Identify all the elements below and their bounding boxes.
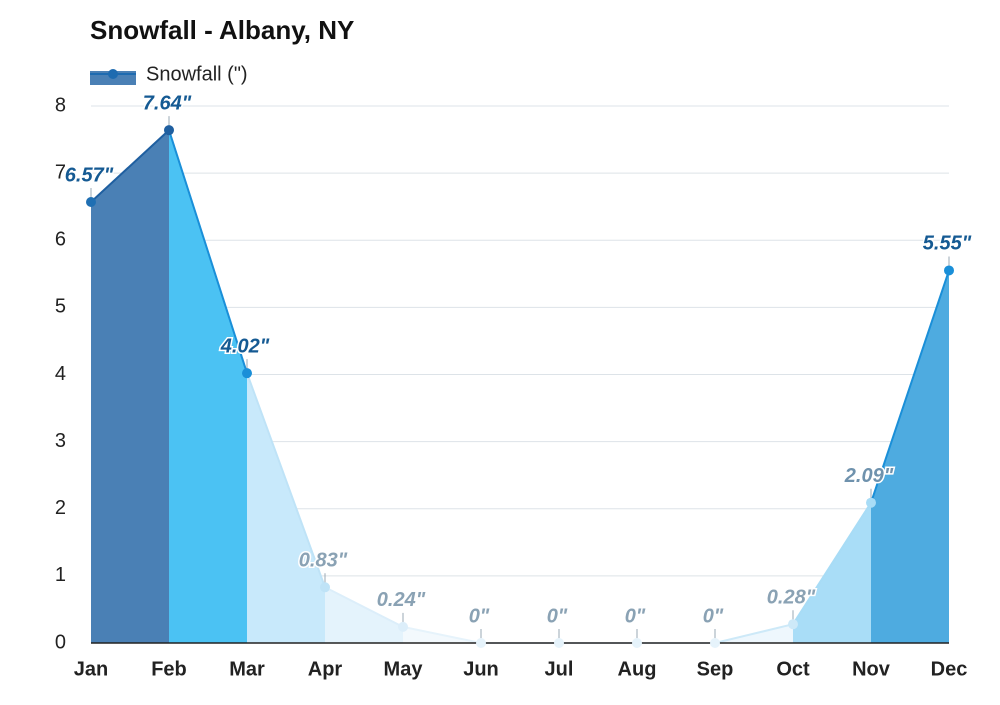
y-tick-label: 6 (55, 229, 66, 251)
x-tick-label: Jun (463, 658, 499, 680)
point (242, 368, 252, 379)
value-label: 0.28" (767, 586, 816, 608)
value-label: 0" (625, 605, 646, 627)
y-tick-label: 3 (55, 430, 66, 452)
x-tick-label: Sep (697, 658, 734, 680)
point (944, 265, 954, 276)
line-segment (870, 270, 950, 504)
value-label: 0.83" (299, 550, 348, 572)
area-segment (169, 130, 247, 644)
x-tick-label: Jan (74, 658, 108, 680)
y-tick-label: 8 (55, 94, 66, 116)
point (710, 638, 720, 648)
value-label: 0" (469, 605, 490, 627)
point (398, 621, 408, 632)
area-segment (793, 502, 871, 643)
point (632, 638, 642, 648)
y-tick-label: 1 (55, 564, 66, 586)
line-segment (90, 129, 170, 203)
x-tick-label: Feb (151, 658, 187, 680)
x-tick-label: Oct (776, 658, 810, 680)
area-segment (247, 373, 325, 643)
line-segment (324, 586, 404, 628)
area-segment (91, 130, 169, 644)
point (788, 619, 798, 630)
line-segment (168, 129, 248, 374)
value-label: 0" (547, 605, 568, 627)
value-label: 5.55" (923, 233, 972, 255)
y-tick-label: 2 (55, 497, 66, 519)
line-segment (246, 372, 326, 588)
y-tick-label: 7 (55, 161, 66, 183)
value-label: 0.24" (377, 589, 426, 611)
value-label: 6.57" (65, 164, 114, 186)
x-tick-label: Mar (229, 658, 265, 680)
x-tick-label: Jul (545, 658, 574, 680)
line-segment (792, 502, 872, 625)
point (164, 125, 174, 136)
legend-marker (108, 69, 118, 79)
legend-label: Snowfall (") (146, 63, 248, 85)
area-segment (325, 587, 403, 643)
value-label: 2.09" (844, 465, 894, 487)
area-segment (871, 270, 949, 643)
point (86, 196, 96, 207)
chart-title: Snowfall - Albany, NY (90, 15, 354, 45)
value-label: 4.02" (220, 335, 270, 357)
x-tick-label: May (384, 658, 424, 680)
x-tick-label: Nov (852, 658, 891, 680)
point (476, 638, 486, 648)
x-tick-label: Apr (308, 658, 343, 680)
point (320, 582, 330, 593)
y-tick-label: 0 (55, 631, 66, 653)
value-label: 7.64" (143, 92, 192, 114)
y-tick-label: 4 (55, 363, 66, 385)
x-tick-label: Dec (931, 658, 968, 680)
point (866, 497, 876, 508)
value-label: 0" (703, 605, 724, 627)
y-tick-label: 5 (55, 296, 66, 318)
point (554, 638, 564, 648)
line-segment (714, 623, 794, 644)
x-tick-label: Aug (618, 658, 657, 680)
line-segment (402, 625, 482, 644)
